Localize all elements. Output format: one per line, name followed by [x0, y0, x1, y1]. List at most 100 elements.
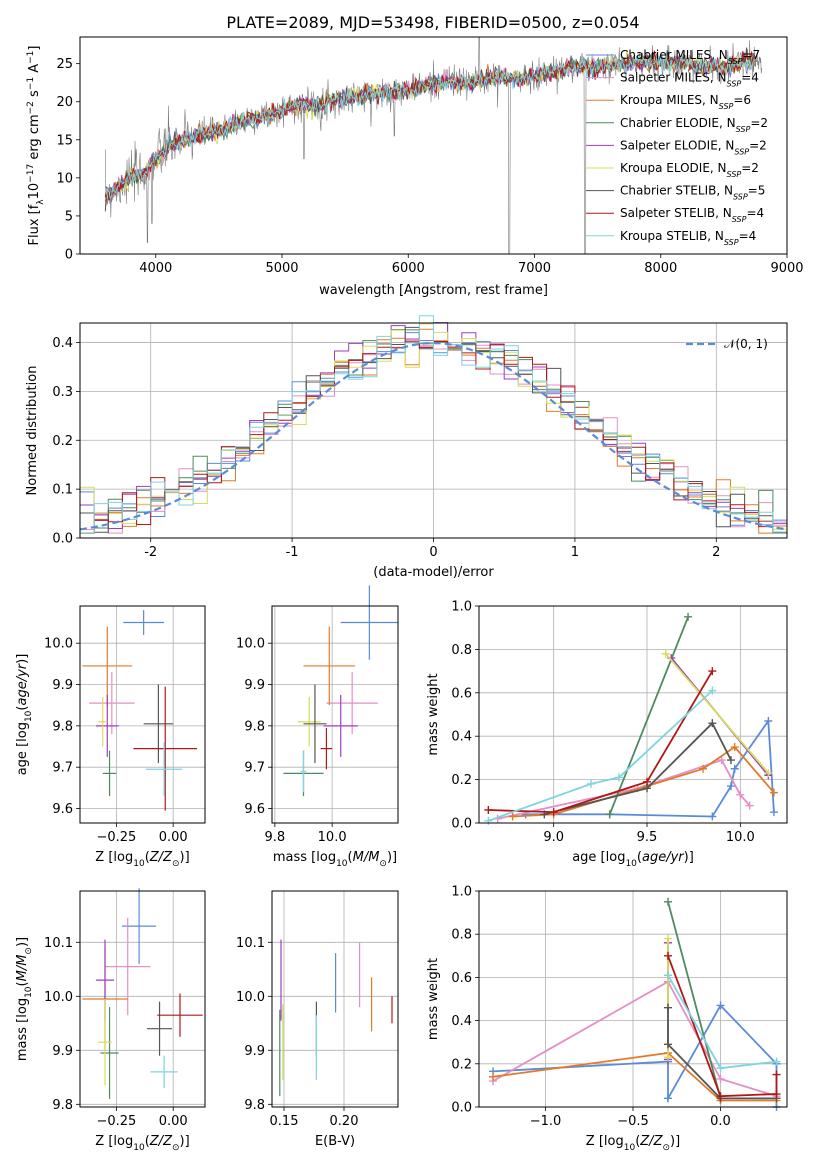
weight_vs_age-panel: 9.0 9.5 10.0 0.0 0.2 0.4 0.6 0.8 1.0 age [log10(a… [426, 600, 788, 869]
label-part: )] [684, 850, 694, 865]
y-tick-label: 0.3 [52, 385, 73, 400]
weight-line-chabrier-elodie [667, 901, 722, 1099]
y-tick-label: 0.0 [451, 1101, 472, 1116]
y-tick-label: 0.6 [451, 971, 472, 986]
legend-label-main: Kroupa MILES, N [620, 93, 719, 107]
label-part: ⊙ [24, 947, 34, 955]
x-tick-label: 9000 [770, 261, 803, 276]
y-tick-label: 10 [56, 171, 73, 186]
x-tick-label: −1.0 [530, 1114, 562, 1129]
x-tick-label: 0.00 [159, 830, 188, 845]
x-tick-label: 7000 [518, 261, 551, 276]
label-part: ( [637, 850, 642, 865]
x-tick-label: 9.0 [543, 830, 564, 845]
x-axis-label: Z [log10(Z/Z⊙)] [586, 1134, 680, 1153]
y-tick-label: 10.1 [236, 936, 265, 951]
weight-marker-kroupa-stelib [615, 773, 623, 782]
legend-label: Salpeter ELODIE, NSSP=2 [620, 138, 767, 156]
weight-marker-chabrier-elodie [684, 612, 693, 621]
label-part: Z/Z [639, 1134, 663, 1149]
legend-label: Salpeter STELIB, NSSP=4 [620, 206, 764, 224]
y-axis-label: age [log10(age/yr)] [15, 654, 34, 776]
model-line-kroupa-stelib [104, 53, 756, 200]
weight-marker-chabrier-miles [727, 782, 735, 791]
label-part: log [604, 1134, 624, 1149]
label-part: 10 [336, 859, 348, 869]
weight-marker-chabrier-miles [716, 1001, 725, 1010]
label-part: 10 [625, 859, 637, 869]
x-tick-label: -2 [144, 545, 157, 560]
y-tick-label: 9.6 [244, 802, 265, 817]
x-tick-label: −0.25 [96, 830, 136, 845]
legend-label-count: =6 [733, 93, 751, 107]
label-part: −1 [26, 51, 36, 64]
legend-label: Chabrier ELODIE, NSSP=2 [620, 116, 768, 134]
y-tick-label: 10.0 [236, 990, 265, 1005]
y-tick-label: 9.7 [244, 761, 265, 776]
label-part: )] [670, 1134, 680, 1149]
y-tick-label: 0.4 [52, 336, 73, 351]
label-part: age/yr [15, 662, 30, 705]
label-part: 10 [27, 183, 42, 200]
label-part: ⊙ [172, 859, 180, 869]
legend-label-sub: SSP [724, 237, 739, 246]
y-tick-label: 10.1 [44, 936, 73, 951]
y-axis-label: Normed distribution [25, 366, 40, 496]
y-tick-label: 0.8 [451, 928, 472, 943]
label-part: 10 [24, 710, 34, 722]
label-part: ( [15, 706, 30, 711]
weight-marker-chabrier-stelib [664, 1003, 672, 1012]
x-axis-label: wavelength [Angstrom, rest frame] [319, 283, 548, 298]
legend-label-main: Kroupa ELODIE, N [620, 161, 727, 175]
weight-marker-chabrier-miles [708, 812, 717, 821]
weight-marker-kroupa-elodie [664, 934, 672, 943]
y-tick-label: 0.4 [451, 1014, 472, 1029]
weight-marker-kroupa-elodie [664, 1053, 672, 1062]
x-tick-label: -1 [286, 545, 299, 560]
label-part: age [ [572, 850, 605, 865]
y-tick-label: 9.9 [244, 678, 265, 693]
weight-line-salpeter-stelib [667, 955, 778, 1098]
x-tick-label: 0 [429, 545, 437, 560]
y-tick-label: 9.8 [52, 719, 73, 734]
label-part: 10 [24, 986, 34, 998]
weight-marker-kroupa-elodie [661, 649, 670, 658]
label-part: 10 [624, 1143, 636, 1153]
mass_vs_Z-panel: −0.25 0.009.89.910.010.1Z [log10(Z/Z⊙)]ma… [15, 888, 206, 1153]
legend-label: Kroupa MILES, NSSP=6 [620, 93, 751, 111]
legend-label-sub: SSP [732, 215, 747, 224]
label-part: −2 [26, 101, 36, 114]
legend-label: Salpeter MILES, NSSP=4 [620, 71, 759, 89]
label-part: mass [ [273, 850, 316, 865]
label-part: ] [27, 46, 42, 51]
label-part: Z [ [95, 1134, 113, 1149]
weight-line-chabrier-elodie [608, 616, 689, 815]
mass-vs-ebv-label: E(B-V) [315, 1134, 355, 1149]
y-tick-label: 9.9 [52, 1044, 73, 1059]
label-part: −1 [26, 77, 36, 90]
weight-line-chabrier-stelib [667, 1007, 777, 1100]
legend-label: 𝒩(0, 1) [724, 337, 768, 351]
y-tick-label: 9.9 [244, 1044, 265, 1059]
label-part: Z [ [586, 1134, 604, 1149]
x-axis-label: Z [log10(Z/Z⊙)] [95, 850, 189, 869]
y-tick-label: 0.0 [52, 532, 73, 547]
y-tick-label: 0 [65, 248, 73, 263]
label-part: 10 [133, 1143, 145, 1153]
weight-marker-chabrier-stelib [664, 1040, 672, 1049]
weight-marker-salpeter-miles [736, 790, 745, 799]
legend-label: Kroupa STELIB, NSSP=4 [620, 229, 756, 247]
figure-title: PLATE=2089, MJD=53498, FIBERID=0500, z=0… [226, 13, 639, 32]
label-part: log [316, 850, 336, 865]
x-tick-label: 10.0 [318, 830, 347, 845]
label-part: Z/Z [149, 850, 173, 865]
legend-label: Chabrier STELIB, NSSP=5 [620, 184, 765, 202]
histogram-kroupa-stelib [80, 315, 787, 534]
y-tick-label: 10.0 [44, 990, 73, 1005]
spectrum-data-line [105, 37, 763, 254]
x-tick-label: 4000 [139, 261, 172, 276]
weight-marker-kroupa-elodie [764, 769, 773, 778]
legend-label-count: =2 [750, 116, 768, 130]
label-part: mass [ [15, 1018, 30, 1061]
